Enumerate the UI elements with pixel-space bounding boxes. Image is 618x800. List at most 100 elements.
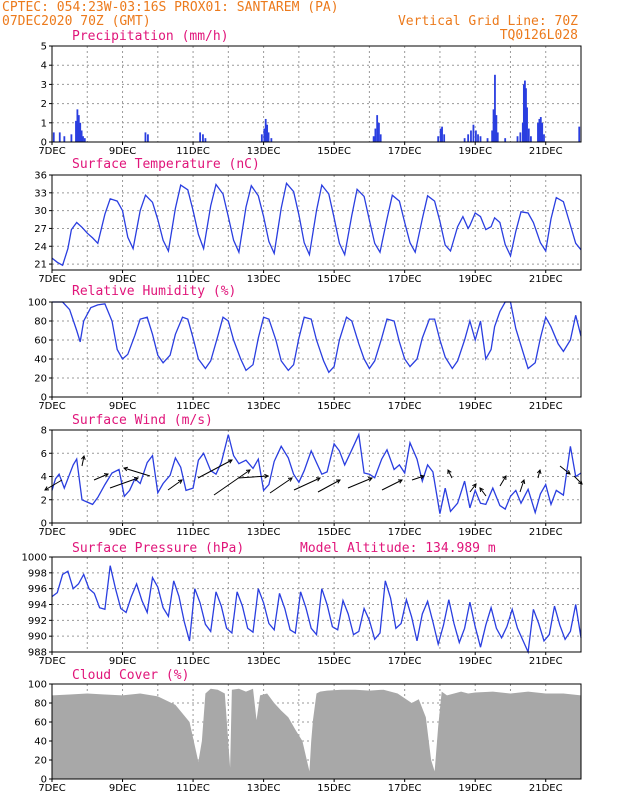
wind-arrow [197, 459, 233, 479]
wind-arrow [81, 455, 85, 467]
precip-bar [477, 134, 479, 142]
y-tick-label: 1000 [22, 553, 47, 564]
precip-bar [538, 118, 541, 142]
precip-bar [470, 130, 472, 142]
header-location: CPTEC: 054:23W-03:16S PROX01: SANTAREM (… [2, 0, 339, 15]
panel-title-wind: Surface Wind (m/s) [72, 413, 213, 428]
model-altitude: Model Altitude: 134.989 m [300, 541, 496, 556]
wind-arrow [447, 469, 453, 479]
y-tick-label: 990 [28, 632, 47, 643]
x-tick-label: 15DEC [317, 274, 351, 285]
wind-arrow [537, 469, 541, 479]
wind-arrow [93, 473, 109, 481]
wind-arrow [44, 479, 63, 491]
plot-frame [51, 429, 582, 524]
wind-arrow [347, 477, 373, 489]
precip-bar [439, 128, 442, 142]
wind-arrow-head [520, 479, 526, 485]
precip-bar [441, 126, 443, 142]
wind-series-line [51, 432, 582, 515]
precip-bar [202, 134, 204, 142]
x-tick-label: 11DEC [176, 146, 210, 157]
y-tick-label: 33 [34, 188, 47, 199]
y-tick-label: 0 [41, 138, 47, 149]
precip-bar [83, 138, 86, 142]
precip-bar [463, 138, 466, 142]
y-tick-label: 0 [41, 775, 47, 786]
x-tick-label: 7DEC [38, 527, 65, 538]
x-tick-label: 7DEC [38, 146, 65, 157]
wind-arrow-head [447, 469, 452, 475]
precip-bar [541, 122, 544, 142]
precip-bar [494, 74, 496, 142]
x-tick-label: 21DEC [529, 783, 563, 794]
x-tick-label: 9DEC [109, 146, 136, 157]
wind-arrow [109, 477, 139, 489]
y-tick-label: 988 [28, 648, 47, 659]
y-tick-label: 994 [28, 600, 47, 611]
wind-arrow-head [565, 470, 571, 475]
precip-bar [537, 122, 539, 142]
x-tick-label: 19DEC [458, 527, 492, 538]
precip-bar [270, 138, 273, 142]
x-tick-label: 15DEC [317, 527, 351, 538]
x-tick-label: 7DEC [38, 656, 65, 667]
x-tick-label: 17DEC [388, 274, 422, 285]
precip-bar [266, 124, 269, 142]
y-tick-label: 20 [34, 374, 47, 385]
wind-arrow [237, 475, 269, 479]
wind-arrow-head [578, 480, 583, 485]
plot-frame [51, 683, 582, 780]
panel-title-precip: Precipitation (mm/h) [72, 29, 229, 44]
precip-bar [144, 132, 147, 142]
x-tick-label: 9DEC [109, 274, 136, 285]
x-tick-label: 19DEC [458, 656, 492, 667]
wind-arrow [293, 477, 321, 491]
wind-arrow-head [44, 486, 50, 491]
y-tick-label: 1 [41, 118, 47, 129]
y-tick-label: 6 [41, 449, 47, 460]
precip-bar [70, 134, 73, 142]
header-model-code: TQ0126L028 [500, 28, 578, 43]
precip-bar [379, 134, 382, 142]
y-tick-label: 0 [41, 519, 47, 530]
x-tick-label: 11DEC [176, 656, 210, 667]
panel-temp: Surface Temperature (nC) 21 24 27 30 33 36 7DE… [34, 157, 582, 285]
wind-arrow-head [264, 473, 270, 479]
wind-arrow [469, 483, 477, 493]
y-tick-label: 2 [41, 495, 47, 506]
y-tick-label: 0 [41, 393, 47, 404]
precip-bar [492, 109, 495, 142]
precip-bar [504, 138, 507, 142]
precip-bar [522, 84, 525, 142]
x-tick-label: 15DEC [317, 146, 351, 157]
panel-wind: Surface Wind (m/s) 0 2 4 6 8 7DEC 9DEC 11DEC 13D… [38, 413, 583, 538]
wind-arrow [411, 475, 425, 481]
y-tick-label: 4 [41, 472, 47, 483]
precip-bar [530, 136, 532, 142]
panel-title-cloud: Cloud Cover (%) [72, 668, 189, 683]
precip-bar [204, 138, 207, 142]
precip-bar [63, 136, 66, 142]
wind-arrow [167, 479, 183, 491]
y-tick-label: 5 [41, 42, 47, 53]
x-tick-label: 13DEC [247, 527, 281, 538]
precip-bar [376, 115, 379, 142]
precip-bar [525, 88, 527, 142]
x-tick-label: 11DEC [176, 527, 210, 538]
wind-arrow [499, 475, 507, 487]
x-tick-label: 19DEC [458, 401, 492, 412]
y-tick-label: 27 [34, 224, 47, 235]
x-tick-label: 13DEC [247, 783, 281, 794]
x-tick-label: 9DEC [109, 401, 136, 412]
precip-bar [77, 115, 80, 142]
y-tick-label: 24 [34, 242, 47, 253]
panel-pres: Surface Pressure (hPa) Model Altitude: 1… [22, 541, 582, 667]
temp-series-line [51, 181, 582, 267]
rh-series-line [52, 301, 582, 374]
y-tick-label: 20 [34, 756, 47, 767]
x-tick-label: 17DEC [388, 656, 422, 667]
wind-arrow-head [133, 476, 139, 482]
wind-arrow-head [245, 469, 251, 474]
wind-arrow [317, 479, 341, 493]
